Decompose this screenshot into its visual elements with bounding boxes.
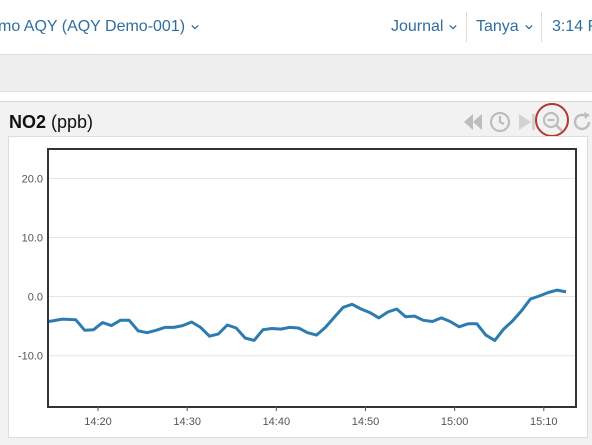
y-tick-label: 0.0 <box>28 292 43 304</box>
metric-name: NO2 <box>9 112 47 132</box>
y-axis-ticks: 20.0 10.0 0.0 -10.0 <box>18 173 43 362</box>
journal-label: Journal <box>391 18 444 35</box>
zoom-out-icon[interactable] <box>541 110 565 134</box>
x-axis-ticks: 14:20 14:30 14:40 14:50 15:00 15:10 <box>84 406 558 428</box>
chevron-down-icon <box>449 24 458 30</box>
toolbar-band <box>0 55 592 92</box>
top-bar: mo AQY (AQY Demo-001) Journal Tanya 3:14… <box>0 0 592 55</box>
play-forward-icon[interactable] <box>515 110 539 134</box>
gridlines <box>49 177 575 357</box>
x-tick-label: 14:30 <box>173 416 201 428</box>
clock-display: 3:14 P <box>552 16 592 38</box>
y-tick-label: 20.0 <box>22 173 43 185</box>
chevron-down-icon <box>191 24 199 30</box>
divider <box>466 12 467 42</box>
time-label: 3:14 P <box>552 18 592 35</box>
x-tick-label: 14:40 <box>263 416 291 428</box>
x-tick-label: 14:20 <box>84 416 112 428</box>
x-tick-label: 14:50 <box>352 416 380 428</box>
panel-title: NO2 (ppb) <box>9 112 93 133</box>
divider <box>541 12 542 42</box>
journal-menu[interactable]: Journal <box>391 16 458 38</box>
no2-series-line <box>48 288 567 342</box>
device-selector[interactable]: mo AQY (AQY Demo-001) <box>0 16 199 38</box>
y-tick-label: -10.0 <box>18 351 43 363</box>
metric-unit: (ppb) <box>51 112 94 132</box>
plot-area <box>47 148 577 408</box>
device-title: mo AQY (AQY Demo-001) <box>0 18 186 35</box>
y-tick-label: 10.0 <box>22 233 43 245</box>
refresh-icon[interactable] <box>570 110 592 134</box>
x-tick-label: 15:10 <box>530 416 558 428</box>
x-tick-label: 15:00 <box>441 416 469 428</box>
rewind-icon[interactable] <box>461 110 485 134</box>
chevron-down-icon <box>525 24 533 30</box>
clock-icon[interactable] <box>488 110 512 134</box>
user-label: Tanya <box>476 18 519 35</box>
user-menu[interactable]: Tanya <box>476 16 533 38</box>
